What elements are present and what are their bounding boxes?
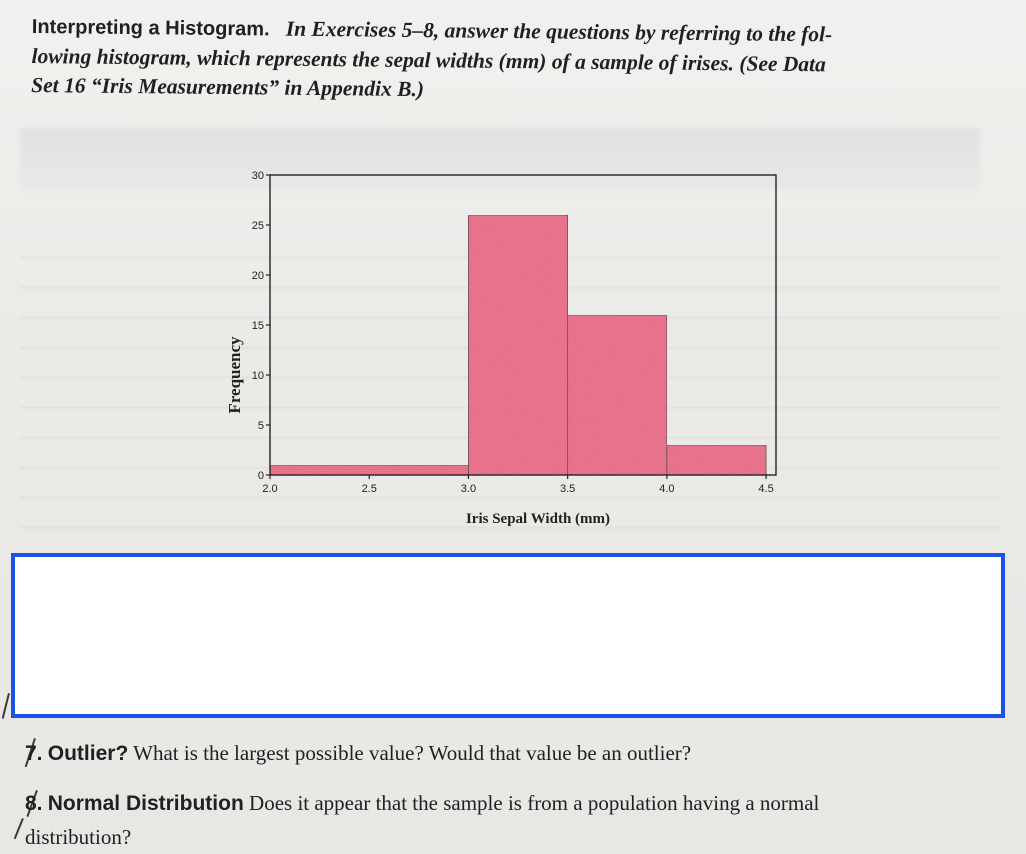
y-tick-label: 15 — [252, 320, 264, 332]
question-8-continuation: distribution? — [25, 825, 132, 849]
question-7-number: 7. — [25, 742, 43, 765]
y-axis: 0 5 10 15 20 25 30 — [252, 170, 270, 482]
exercise-intro: Interpreting a Histogram. In Exercises 5… — [31, 12, 992, 110]
x-tick-label: 3.0 — [461, 483, 476, 495]
intro-text-1: In Exercises 5–8, answer the questions b… — [285, 16, 833, 47]
histogram-bar — [666, 444, 767, 476]
pencil-stroke-4 — [13, 818, 24, 840]
histogram-svg: 0 5 10 15 20 25 30 2.0 2.5 3.0 3.5 4.0 4.5 Frequenc… — [225, 170, 777, 527]
histogram-chart: 0 5 10 15 20 25 30 2.0 2.5 3.0 3.5 4.0 4.5 Frequenc… — [210, 140, 810, 545]
question-7-text: What is the largest possible value? Woul… — [128, 741, 692, 765]
x-tick-label: 2.5 — [362, 483, 377, 495]
question-7-label: Outlier? — [47, 742, 129, 765]
y-tick-label: 5 — [258, 420, 264, 432]
question-7: 7. Outlier? What is the largest possible… — [25, 738, 691, 769]
x-tick-label: 2.0 — [262, 483, 277, 495]
section-heading: Interpreting a Histogram. — [31, 15, 270, 41]
pencil-stroke-1 — [1, 693, 10, 719]
y-tick-label: 25 — [252, 220, 264, 232]
y-tick-label: 30 — [252, 170, 264, 182]
x-tick-label: 3.5 — [560, 483, 575, 495]
y-tick-label: 10 — [252, 370, 264, 382]
question-8-text: Does it appear that the sample is from a… — [243, 791, 820, 815]
redaction-box — [11, 553, 1005, 718]
histogram-bar — [468, 214, 569, 476]
histogram-bar — [567, 314, 668, 476]
y-tick-label: 0 — [258, 470, 264, 482]
question-8: 8. Normal Distribution Does it appear th… — [25, 788, 819, 819]
x-tick-label: 4.0 — [659, 483, 674, 495]
x-tick-label: 4.5 — [758, 483, 773, 495]
histogram-bar — [269, 464, 469, 476]
question-8-number: 8. — [25, 792, 43, 815]
x-axis: 2.0 2.5 3.0 3.5 4.0 4.5 — [262, 475, 774, 495]
question-8-label: Normal Distribution — [47, 792, 244, 815]
y-tick-label: 20 — [252, 270, 264, 282]
x-axis-label: Iris Sepal Width (mm) — [466, 511, 610, 527]
y-axis-label: Frequency — [225, 336, 244, 414]
bleed-through-band — [20, 128, 980, 190]
histogram-bars — [269, 214, 767, 476]
